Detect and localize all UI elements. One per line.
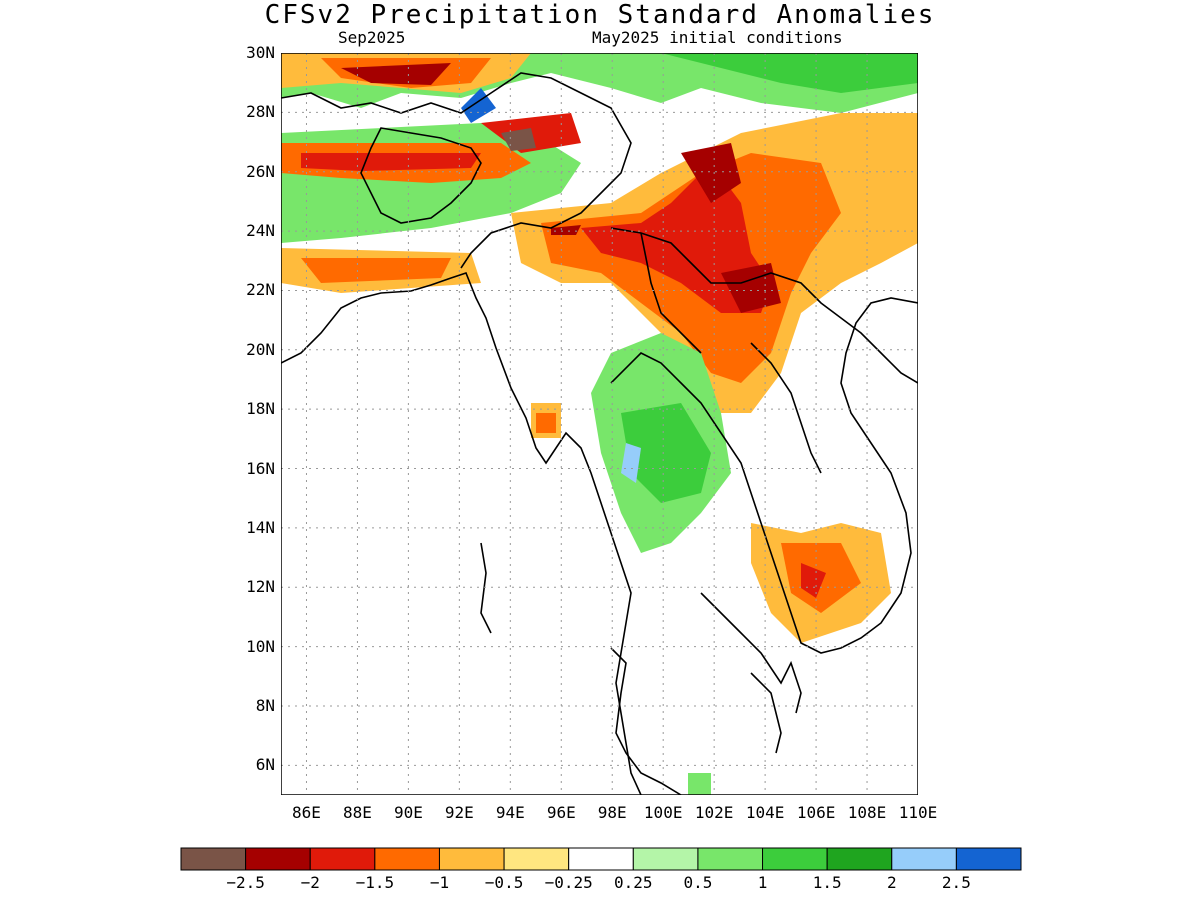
lon-label: 96E	[546, 803, 576, 822]
lon-label: 98E	[597, 803, 627, 822]
lon-label: 106E	[796, 803, 836, 822]
lon-label: 110E	[898, 803, 938, 822]
lat-label: 20N	[246, 339, 275, 359]
colorbar-swatch	[955, 847, 1022, 871]
anomaly-map	[281, 53, 918, 795]
colorbar-label: 0.25	[614, 873, 653, 892]
colorbar-swatch	[632, 847, 699, 871]
colorbar-label: −1	[429, 873, 450, 892]
lon-label: 108E	[847, 803, 887, 822]
colorbar-label: −2	[300, 873, 320, 892]
lat-label: 14N	[246, 517, 275, 537]
lat-label: 22N	[246, 280, 275, 300]
colorbar-label: −1.5	[355, 873, 395, 892]
subtitle-initial-conditions: May2025 initial conditions	[592, 28, 843, 47]
colorbar-swatch	[245, 847, 311, 871]
colorbar-label: −2.5	[226, 873, 265, 892]
lon-label: 102E	[694, 803, 734, 822]
colorbar-label: 0.5	[683, 873, 713, 892]
lon-label: 86E	[292, 803, 321, 822]
colorbar-swatch	[891, 847, 957, 871]
lon-label: 104E	[745, 803, 785, 822]
colorbar-swatch	[503, 847, 570, 871]
lat-label: 8N	[255, 695, 275, 715]
colorbar-label: 2.5	[941, 873, 971, 892]
lon-label: 90E	[393, 803, 423, 822]
lon-label: 92E	[444, 803, 474, 822]
lat-label: 24N	[246, 221, 275, 241]
colorbar-swatch	[762, 847, 828, 871]
lat-label: 18N	[246, 399, 275, 419]
lat-label: 10N	[246, 636, 275, 656]
colorbar-label: 1.5	[812, 873, 842, 892]
colorbar-swatch	[374, 847, 440, 871]
lat-label: 26N	[246, 161, 275, 181]
colorbar	[180, 847, 1022, 871]
lon-label: 94E	[495, 803, 525, 822]
lon-label: 88E	[342, 803, 372, 822]
subtitle-month: Sep2025	[338, 28, 406, 47]
colorbar-swatch	[568, 847, 634, 871]
colorbar-swatch	[309, 847, 376, 871]
colorbar-label: −0.5	[484, 873, 524, 892]
colorbar-label: 1	[757, 873, 768, 892]
lat-label: 30N	[246, 43, 275, 62]
colorbar-swatch	[180, 847, 247, 871]
map-title: CFSv2 Precipitation Standard Anomalies	[264, 0, 936, 30]
colorbar-label: 2	[886, 873, 897, 892]
lat-label: 28N	[246, 102, 275, 122]
lat-label: 6N	[255, 755, 275, 775]
lat-lon-gridlines	[281, 53, 918, 795]
lon-label: 100E	[643, 803, 683, 822]
colorbar-swatch	[826, 847, 893, 871]
lat-label: 16N	[246, 458, 275, 478]
colorbar-swatch	[438, 847, 505, 871]
lat-label: 12N	[246, 577, 275, 597]
colorbar-label: −0.25	[544, 873, 593, 892]
colorbar-swatch	[697, 847, 764, 871]
